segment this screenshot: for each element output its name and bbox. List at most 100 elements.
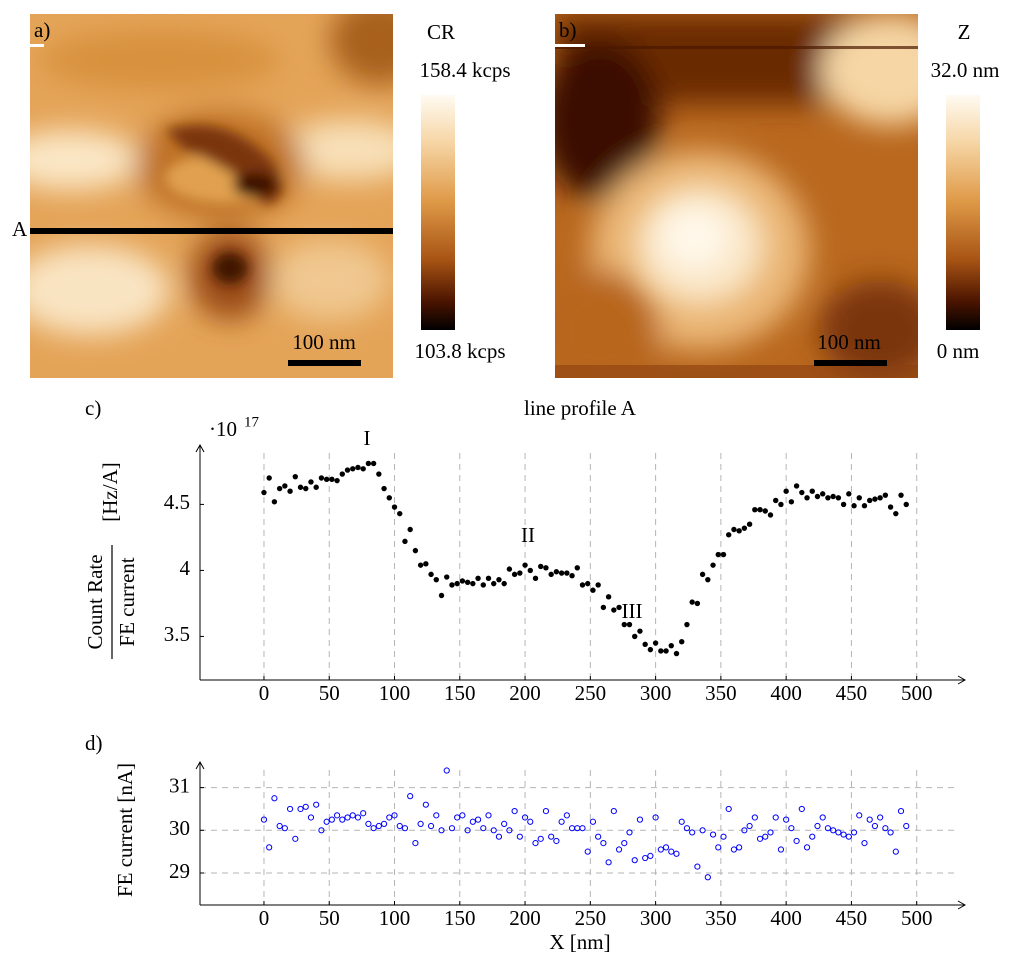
data-point [798,805,805,813]
data-point [297,484,304,490]
data-point [584,848,591,855]
data-point [809,833,816,840]
data-point [511,571,518,578]
data-point [772,814,779,821]
x-tick-label: 50 [319,906,340,930]
annotation: I [364,426,371,450]
x-tick-label: 250 [575,681,607,705]
data-point [825,495,831,501]
data-point [595,582,601,588]
data-point [490,827,497,834]
x-tick-label: 500 [901,681,933,705]
data-point [328,816,335,823]
data-point [799,489,805,496]
data-point [636,816,644,823]
data-point [892,848,899,855]
data-point [501,580,507,587]
data-point [887,504,894,510]
data-point [877,495,883,501]
data-point [271,795,278,802]
x-tick-label: 400 [770,906,802,930]
colorbar-title: Z [958,20,971,44]
data-point [663,648,669,654]
data-point [720,551,727,558]
data-point [464,827,471,834]
data-point [407,526,413,533]
data-point [375,822,382,830]
data-point [835,829,842,836]
data-point [459,812,466,819]
data-point [725,805,732,813]
data-point [898,492,904,498]
data-point [767,829,774,836]
data-point [783,488,789,494]
data-point [683,825,691,832]
data-point [527,818,534,825]
data-point [814,822,821,830]
data-point [444,574,450,580]
data-point [542,807,550,815]
data-point [470,580,476,587]
data-point [887,829,894,836]
data-point [292,473,298,480]
data-point [830,493,836,500]
data-point [903,822,910,830]
data-point [448,825,456,832]
data-point [678,818,685,825]
data-point [882,825,889,832]
data-point [840,501,847,508]
y-tick-label: 29 [169,859,190,883]
data-point [762,833,769,840]
data-point [731,526,737,533]
data-point [454,580,460,587]
data-point [386,495,392,501]
data-point [522,562,528,568]
data-point [600,604,607,611]
x-tick-label: 250 [575,906,607,930]
data-point [344,467,351,473]
data-point [809,488,815,494]
data-point [746,822,753,830]
data-point [334,477,340,484]
data-point [773,497,779,504]
x-tick-label: 150 [444,906,476,930]
data-point [605,594,612,600]
y-multiplier: ·10 [209,417,237,441]
data-point [840,831,847,838]
data-point [433,576,439,583]
data-point [621,621,627,628]
data-point [281,825,288,832]
data-point [323,818,330,825]
data-point [867,497,873,504]
data-point [705,576,711,583]
data-point [485,575,492,582]
data-point [574,565,580,571]
data-point [412,840,419,847]
x-tick-label: 500 [901,906,933,930]
data-point [668,848,675,855]
data-point [647,646,654,653]
data-point [694,863,701,870]
x-tick-label: 0 [259,906,270,930]
data-point [861,503,868,509]
x-tick-label: 450 [836,906,868,930]
data-point [360,466,366,472]
data-point [856,812,863,819]
data-point [318,827,325,834]
data-point [276,822,283,830]
line-label: A [12,217,28,241]
data-point [835,495,842,501]
x-tick-label: 100 [379,681,411,705]
data-point [657,846,664,853]
data-point [673,850,680,857]
data-point [689,599,695,605]
data-point [850,829,858,836]
data-point [866,816,873,823]
data-point [370,460,377,467]
data-point [260,816,268,823]
data-point [882,492,889,498]
data-point [694,600,701,607]
data-point [699,571,706,578]
data-point [642,641,648,648]
data-point [736,528,742,534]
